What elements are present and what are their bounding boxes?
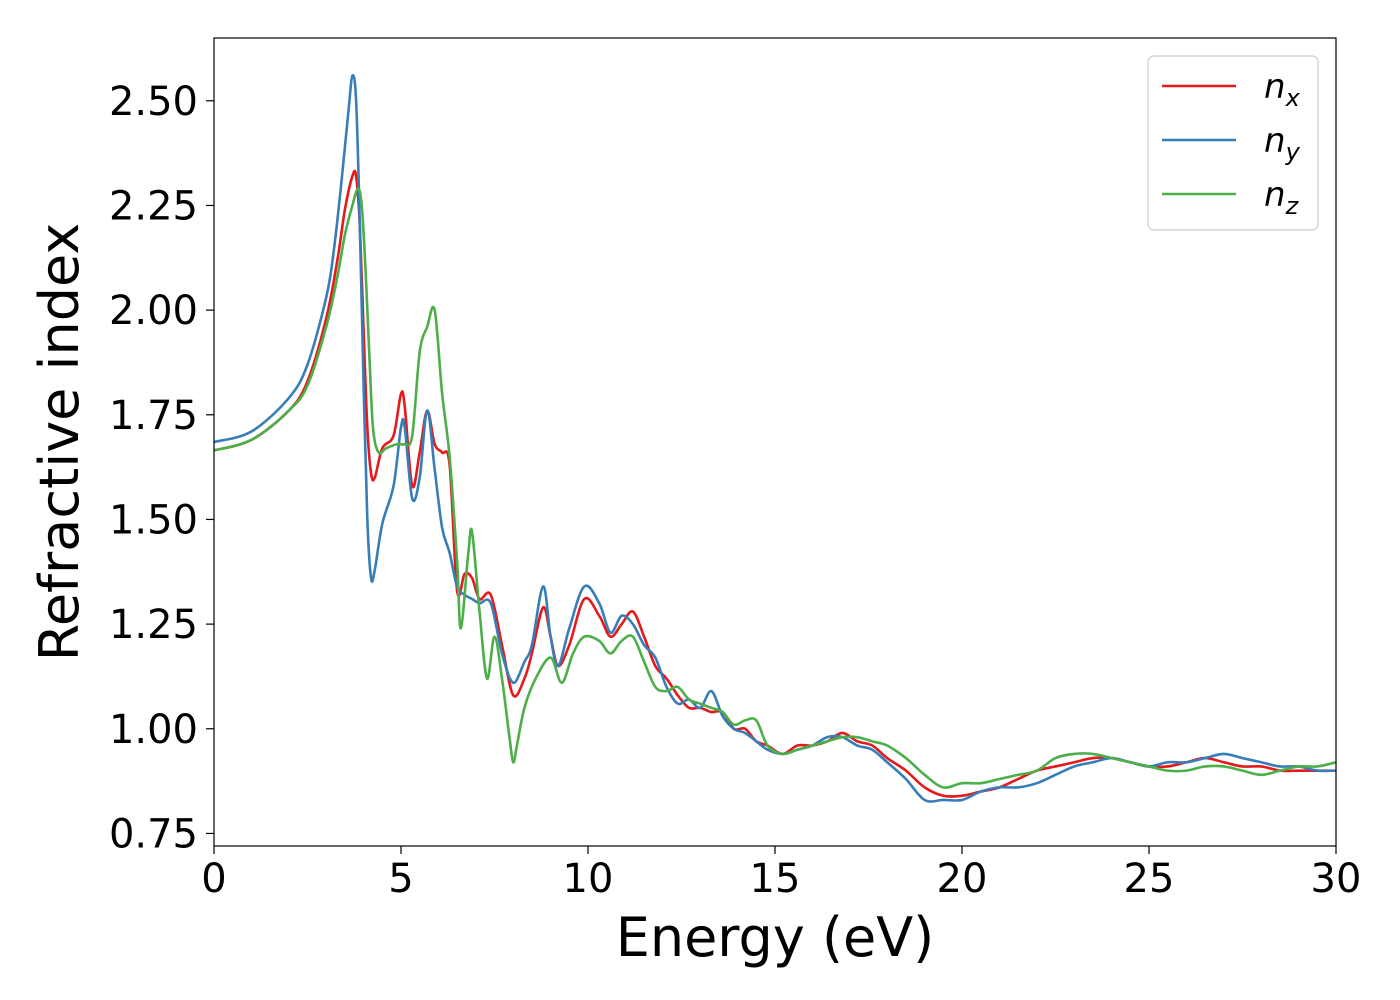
x-tick-label: 10 <box>563 856 614 902</box>
legend-label-ny: ny <box>1264 121 1301 166</box>
series-layer <box>214 74 1336 803</box>
legend-label-subscript: z <box>1285 192 1300 220</box>
y-tick-label: 1.00 <box>109 707 198 753</box>
x-tick-label: 20 <box>937 856 988 902</box>
legend-box <box>1147 55 1319 231</box>
x-tick-label: 25 <box>1124 856 1175 902</box>
x-tick-label: 15 <box>750 856 801 902</box>
y-axis-label: Refractive index <box>28 223 91 662</box>
y-tick-label: 2.25 <box>109 183 198 229</box>
y-tick-label: 1.25 <box>109 602 198 648</box>
legend-label-base: n <box>1264 67 1286 107</box>
legend-label-subscript: y <box>1285 138 1301 166</box>
x-tick-label: 5 <box>388 856 413 902</box>
y-tick-label: 0.75 <box>109 811 198 857</box>
y-tick-label: 1.50 <box>109 497 198 543</box>
y-tick-label: 1.75 <box>109 393 198 439</box>
legend-label-subscript: x <box>1285 84 1301 112</box>
legend-label-nx: nx <box>1264 67 1301 112</box>
legend-label-base: n <box>1264 121 1286 161</box>
legend-label-base: n <box>1264 175 1286 215</box>
series-line-nz <box>214 187 1336 789</box>
series-line-ny <box>214 74 1336 803</box>
legend-label-nz: nz <box>1264 175 1300 220</box>
x-tick-label: 30 <box>1311 856 1362 902</box>
y-tick-label: 2.50 <box>109 79 198 125</box>
x-axis-label: Energy (eV) <box>616 906 935 969</box>
x-tick-label: 0 <box>201 856 226 902</box>
x-axis-ticks: 0 5 10 15 20 25 30 <box>201 846 1361 902</box>
y-axis-ticks: 0.75 1.00 1.25 1.50 1.75 2.00 2.25 2.50 <box>109 79 214 857</box>
y-tick-label: 2.00 <box>109 288 198 334</box>
